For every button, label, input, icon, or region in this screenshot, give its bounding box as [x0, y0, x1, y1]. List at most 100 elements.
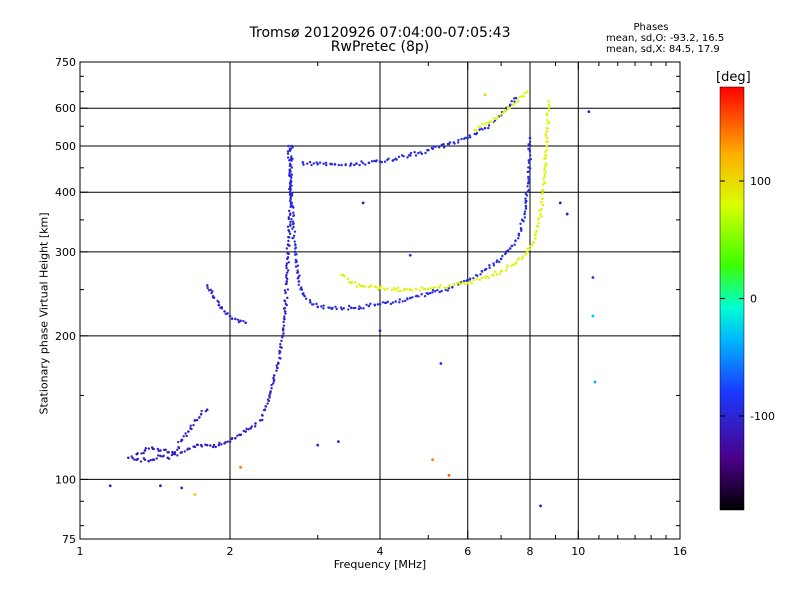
data-point: [540, 215, 543, 218]
data-point: [287, 239, 290, 243]
data-point: [526, 175, 530, 179]
data-point: [534, 237, 537, 240]
data-point: [147, 460, 150, 463]
data-point: [287, 216, 290, 219]
data-point: [510, 264, 513, 268]
data-point: [362, 307, 365, 310]
data-point: [249, 426, 252, 430]
y-tick-label: 100: [55, 473, 76, 486]
data-point: [487, 121, 491, 125]
data-point: [279, 342, 282, 346]
data-point: [130, 455, 133, 458]
data-point: [289, 188, 292, 192]
data-point: [520, 257, 524, 261]
data-point: [540, 189, 544, 192]
data-point: [476, 274, 479, 277]
data-point: [290, 155, 293, 158]
data-point: [335, 307, 338, 311]
data-point: [288, 170, 291, 173]
data-point: [526, 247, 529, 250]
data-point: [290, 201, 294, 205]
data-point: [466, 136, 470, 140]
data-point: [504, 252, 507, 255]
data-point: [558, 201, 562, 205]
data-point: [358, 163, 361, 167]
data-point: [496, 259, 499, 262]
data-point: [162, 454, 165, 458]
data-point: [541, 197, 544, 201]
data-point: [406, 288, 409, 291]
data-point: [423, 294, 427, 298]
data-point: [264, 405, 268, 408]
data-point: [444, 286, 448, 290]
data-point: [239, 465, 242, 469]
data-point: [447, 473, 451, 477]
series-scattered-echoes: [108, 93, 597, 508]
data-point: [517, 237, 520, 240]
data-point: [499, 257, 503, 261]
data-point: [472, 278, 475, 282]
data-point: [398, 301, 401, 304]
data-point: [214, 445, 217, 449]
data-point: [513, 243, 516, 246]
data-point: [440, 289, 443, 293]
data-point: [297, 280, 301, 283]
data-point: [303, 294, 306, 298]
data-point: [442, 142, 445, 146]
data-point: [226, 312, 229, 315]
data-point: [292, 234, 296, 237]
data-point: [261, 418, 264, 422]
x-tick-label: 10: [571, 545, 585, 558]
data-point: [499, 113, 502, 117]
data-point: [527, 159, 531, 162]
data-point: [546, 140, 550, 143]
data-point: [295, 252, 298, 256]
data-point: [278, 349, 281, 353]
data-point: [254, 422, 257, 425]
data-point: [268, 394, 271, 397]
data-point: [272, 382, 275, 385]
data-point: [359, 306, 363, 310]
data-point: [136, 452, 139, 455]
data-point: [538, 209, 541, 212]
data-point: [284, 282, 288, 286]
data-point: [392, 287, 396, 290]
data-point: [378, 329, 382, 333]
data-point: [300, 288, 304, 291]
data-point: [534, 233, 537, 236]
data-point: [529, 245, 532, 248]
data-point: [406, 298, 409, 301]
data-point: [528, 154, 532, 157]
data-point: [528, 140, 532, 144]
data-point: [514, 96, 518, 100]
data-point: [220, 307, 224, 310]
data-point: [451, 286, 454, 289]
data-point: [379, 285, 383, 288]
data-point: [397, 289, 400, 293]
y-tick-label: 75: [62, 533, 76, 546]
data-point: [196, 443, 200, 447]
data-point: [504, 106, 508, 110]
data-point: [310, 163, 313, 167]
data-point: [167, 451, 170, 454]
data-point: [545, 148, 548, 152]
stats-x-mode: mean, sd,X: 84.5, 17.9: [606, 44, 720, 55]
data-point: [144, 447, 148, 450]
data-point: [322, 162, 325, 165]
data-point: [279, 357, 282, 360]
data-point: [431, 288, 435, 292]
data-point: [284, 302, 288, 306]
data-point: [468, 280, 472, 283]
data-point: [224, 312, 228, 316]
data-point: [212, 443, 216, 447]
data-point: [544, 156, 547, 160]
data-point: [350, 281, 354, 284]
data-point: [258, 419, 262, 422]
data-point: [376, 303, 379, 306]
data-point: [466, 281, 470, 285]
data-point: [426, 148, 430, 152]
data-point: [177, 446, 181, 450]
data-point: [464, 136, 467, 140]
data-point: [285, 280, 289, 283]
